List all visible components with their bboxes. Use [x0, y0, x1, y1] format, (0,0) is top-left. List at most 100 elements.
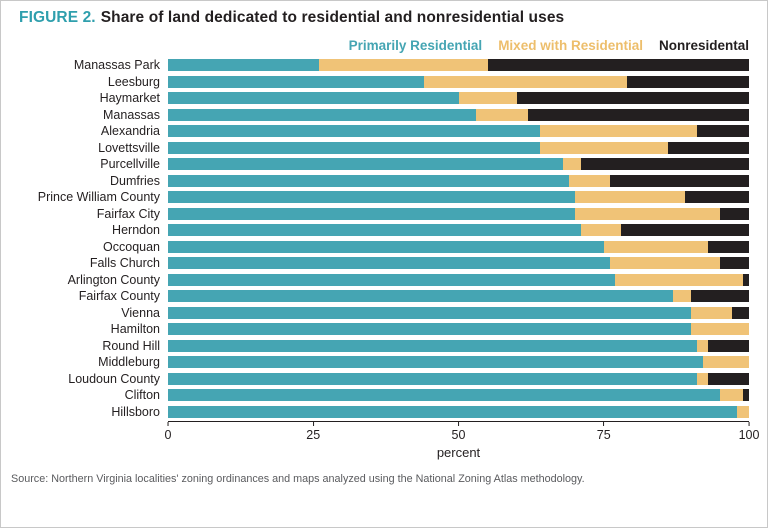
bar-segment-primarily-residential	[168, 92, 459, 105]
bar-segment-primarily-residential	[168, 405, 738, 418]
stacked-bar	[168, 290, 749, 303]
bar-segment-mixed-with-residential	[458, 92, 517, 105]
stacked-bar	[168, 174, 749, 187]
bar-segment-primarily-residential	[168, 108, 476, 121]
stacked-bar	[168, 323, 749, 336]
chart-row: Occoquan	[19, 239, 749, 256]
bar-segment-nonresidential	[696, 125, 749, 138]
stacked-bar	[168, 125, 749, 138]
stacked-bar	[168, 273, 749, 286]
chart-row: Loudoun County	[19, 371, 749, 388]
category-label: Herndon	[112, 223, 160, 238]
tick-label: 100	[738, 428, 760, 442]
bar-segment-primarily-residential	[168, 240, 604, 253]
bar-segment-mixed-with-residential	[568, 174, 610, 187]
stacked-bar	[168, 141, 749, 154]
stacked-bar	[168, 92, 749, 105]
stacked-bar	[168, 158, 749, 171]
bar-segment-nonresidential	[667, 141, 749, 154]
stacked-bar	[168, 75, 749, 88]
figure-title: FIGURE 2. Share of land dedicated to resi…	[19, 9, 564, 27]
tick-label: 50	[451, 428, 466, 442]
bar-segment-nonresidential	[528, 108, 749, 121]
bar-segment-primarily-residential	[168, 191, 575, 204]
bar-segment-mixed-with-residential	[319, 59, 488, 72]
bar-segment-primarily-residential	[168, 207, 575, 220]
bar-segment-mixed-with-residential	[702, 356, 749, 369]
figure-number-label: FIGURE 2.	[19, 9, 96, 26]
bar-segment-primarily-residential	[168, 306, 691, 319]
bar-segment-nonresidential	[626, 75, 749, 88]
bar-segment-primarily-residential	[168, 125, 540, 138]
x-axis-tick: 100	[738, 422, 760, 442]
chart-row: Prince William County	[19, 189, 749, 206]
bar-segment-primarily-residential	[168, 158, 564, 171]
stacked-bar	[168, 389, 749, 402]
bar-segment-nonresidential	[719, 257, 749, 270]
stacked-bar	[168, 224, 749, 237]
tick-label: 75	[596, 428, 611, 442]
stacked-bar	[168, 372, 749, 385]
x-axis: 0 25 50 75 100	[165, 421, 759, 444]
bar-segment-primarily-residential	[168, 257, 610, 270]
category-label: Manassas Park	[73, 58, 160, 73]
bar-segment-mixed-with-residential	[574, 207, 720, 220]
chart-row: Hamilton	[19, 321, 749, 338]
category-label: Round Hill	[102, 338, 160, 353]
bar-segment-primarily-residential	[168, 356, 703, 369]
bar-segment-primarily-residential	[168, 224, 581, 237]
bar-segment-mixed-with-residential	[690, 306, 732, 319]
stacked-bar	[168, 108, 749, 121]
bar-segment-nonresidential	[708, 339, 749, 352]
chart-row: Hillsboro	[19, 404, 749, 421]
bar-segment-nonresidential	[621, 224, 749, 237]
chart-row: Middleburg	[19, 354, 749, 371]
category-label: Arlington County	[67, 272, 160, 287]
bar-segment-nonresidential	[685, 191, 749, 204]
chart-row: Haymarket	[19, 90, 749, 107]
category-label: Hamilton	[110, 322, 160, 337]
bar-segment-primarily-residential	[168, 290, 674, 303]
bar-segment-nonresidential	[719, 207, 749, 220]
stacked-bar	[168, 257, 749, 270]
category-label: Manassas	[103, 107, 160, 122]
bar-segment-mixed-with-residential	[615, 273, 744, 286]
chart-row: Purcellville	[19, 156, 749, 173]
legend-nonresidential: Nonresidental	[658, 38, 749, 53]
bar-segment-primarily-residential	[168, 174, 569, 187]
stacked-bar	[168, 306, 749, 319]
bar-segment-nonresidential	[708, 372, 749, 385]
category-label: Dumfries	[109, 173, 160, 188]
bar-segment-mixed-with-residential	[563, 158, 581, 171]
chart-row: Round Hill	[19, 338, 749, 355]
x-axis-label: percent	[436, 445, 481, 460]
bar-segment-primarily-residential	[168, 141, 540, 154]
chart-legend: Primarily Residential Mixed with Residen…	[349, 38, 749, 53]
bar-segment-mixed-with-residential	[696, 372, 709, 385]
category-label: Hillsboro	[111, 404, 160, 419]
stacked-bar	[168, 339, 749, 352]
bar-segment-primarily-residential	[168, 372, 697, 385]
bar-segment-nonresidential	[690, 290, 749, 303]
stacked-bar	[168, 356, 749, 369]
chart-row: Dumfries	[19, 173, 749, 190]
stacked-bar-chart: Manassas Park Leesburg Haymarket Manassas Al…	[19, 57, 749, 420]
bar-segment-mixed-with-residential	[690, 323, 749, 336]
stacked-bar	[168, 59, 749, 72]
category-label: Fairfax City	[96, 206, 160, 221]
chart-row: Vienna	[19, 305, 749, 322]
bar-segment-mixed-with-residential	[539, 125, 697, 138]
bar-segment-nonresidential	[708, 240, 749, 253]
bar-segment-mixed-with-residential	[574, 191, 686, 204]
category-label: Purcellville	[100, 157, 160, 172]
tick-label: 25	[306, 428, 321, 442]
bar-segment-mixed-with-residential	[539, 141, 668, 154]
category-label: Fairfax County	[78, 289, 160, 304]
bar-segment-nonresidential	[743, 273, 749, 286]
bar-segment-nonresidential	[609, 174, 749, 187]
chart-row: Falls Church	[19, 255, 749, 272]
source-note: Source: Northern Virginia localities' zo…	[11, 473, 585, 485]
bar-segment-nonresidential	[487, 59, 749, 72]
category-label: Middleburg	[98, 355, 160, 370]
